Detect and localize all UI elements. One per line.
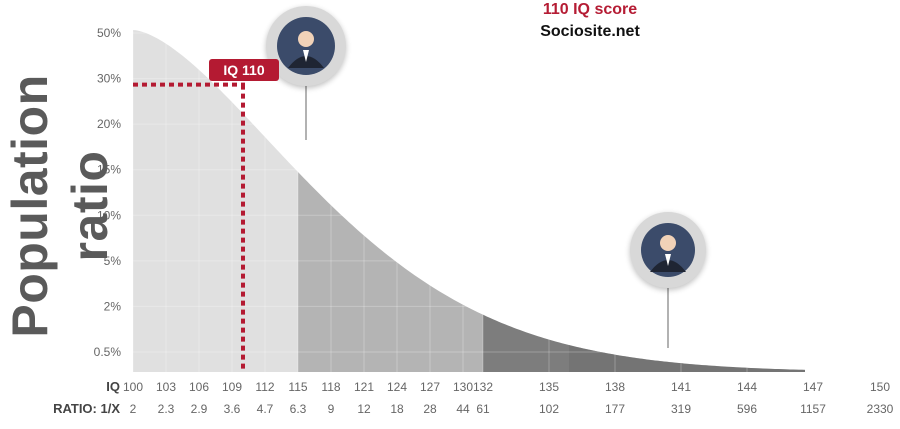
ratio-tick-label: 44 [456, 402, 470, 416]
ratio-tick-label: 9 [328, 402, 335, 416]
portrait-face [298, 31, 314, 47]
portrait-pin-1 [266, 6, 346, 140]
ratio-tick-label: 18 [390, 402, 404, 416]
header-brand: 110 IQ score Sociosite.net [520, 0, 660, 42]
x-tick-label: 138 [605, 380, 625, 394]
band-dark [483, 30, 805, 372]
x-tick-label: 124 [387, 380, 407, 394]
x-tick-label: 109 [222, 380, 242, 394]
ratio-tick-label: 2 [130, 402, 137, 416]
x-tick-label: 106 [189, 380, 209, 394]
chart-title: 110 IQ score [542, 1, 638, 18]
ratio-tick-label: 6.3 [290, 402, 307, 416]
portrait-shirt [303, 50, 309, 62]
y-tick-label: 20% [97, 117, 121, 131]
ratio-tick-label: 177 [605, 402, 625, 416]
portrait-shirt [665, 254, 671, 266]
iq-row-label: IQ [106, 379, 120, 394]
x-tick-label: 121 [354, 380, 374, 394]
y-axis-label: Population ratio [2, 74, 118, 338]
x-tick-label: 147 [803, 380, 823, 394]
ratio-tick-label: 28 [423, 402, 437, 416]
x-tick-label: 135 [539, 380, 559, 394]
ratio-tick-label: 2.3 [158, 402, 175, 416]
site-name: Sociosite.net [540, 23, 640, 40]
x-tick-label: 118 [321, 380, 340, 394]
ratio-tick-label: 12 [357, 402, 371, 416]
x-tick-label: 100 [123, 380, 143, 394]
x-tick-label: 112 [255, 380, 274, 394]
y-tick-label: 5% [104, 254, 122, 268]
ratio-tick-label: 4.7 [257, 402, 274, 416]
y-tick-label: 2% [104, 299, 122, 313]
ratio-row-label: RATIO: 1/X [53, 401, 120, 416]
x-tick-label: 115 [288, 380, 307, 394]
portrait-pin-2 [630, 212, 706, 348]
ratio-tick-label: 102 [539, 402, 559, 416]
portrait-face [660, 235, 676, 251]
y-tick-label: 30% [97, 72, 121, 86]
y-tick-label: 0.5% [94, 345, 122, 359]
y-tick-label: 10% [97, 208, 121, 222]
y-tick-label: 15% [97, 163, 121, 177]
band-darker-tail [569, 30, 805, 372]
ratio-tick-label: 319 [671, 402, 691, 416]
ratio-tick-label: 61 [476, 402, 490, 416]
x-tick-label: 130 [453, 380, 473, 394]
x-tick-label: 103 [156, 380, 176, 394]
ratio-tick-label: 1157 [800, 402, 826, 416]
ratio-tick-label: 3.6 [224, 402, 241, 416]
x-tick-label: 141 [671, 380, 691, 394]
ratio-tick-label: 2.9 [191, 402, 208, 416]
ratio-tick-label: 2330 [867, 402, 894, 416]
iq-marker-badge: IQ 110 [209, 59, 279, 81]
x-tick-label: 132 [473, 380, 493, 394]
x-tick-label: 144 [737, 380, 757, 394]
y-tick-label: 50% [97, 26, 121, 40]
ratio-tick-label: 596 [737, 402, 757, 416]
x-tick-label: 150 [870, 380, 890, 394]
x-tick-label: 127 [420, 380, 440, 394]
